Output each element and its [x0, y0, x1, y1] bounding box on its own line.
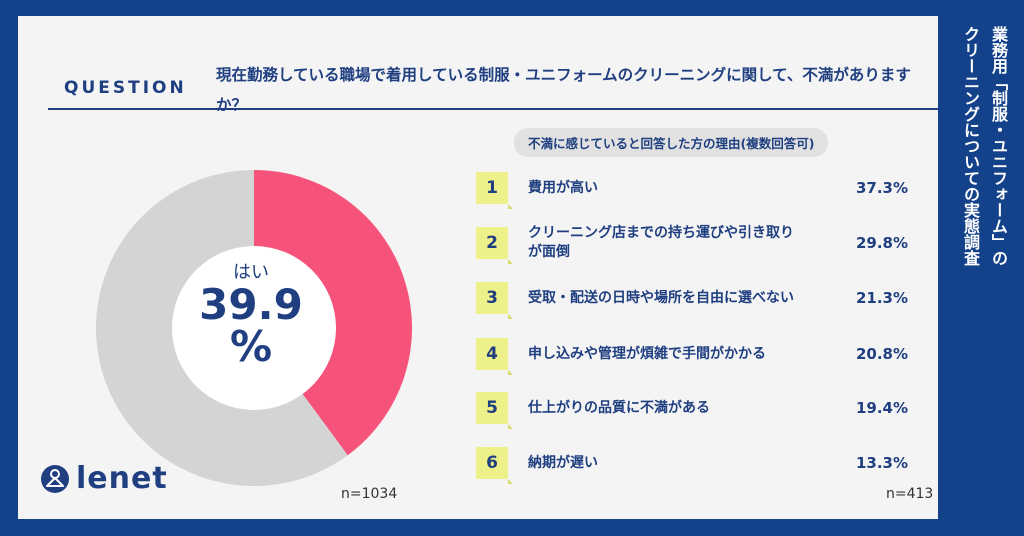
question-text: 現在勤務している職場で着用している制服・ユニフォームのクリーニングに関して、不満…: [216, 66, 911, 114]
reason-label: 納期が遅い: [528, 454, 598, 471]
pie-center-value: 39.9 %: [180, 284, 322, 368]
reason-label: 費用が高い: [528, 179, 598, 196]
pie-chart: [96, 170, 413, 487]
rank-badge: 4: [476, 338, 513, 375]
reason-value: 13.3%: [855, 454, 908, 472]
content-card: QUESTION 現在勤務している職場で着用している制服・ユニフォームのクリーニ…: [18, 16, 938, 519]
reason-row: 3 受取・配送の日時や場所を自由に選べない 21.3%: [476, 278, 908, 319]
rank-badge: 5: [476, 392, 513, 429]
reason-label: 受取・配送の日時や場所を自由に選べない: [528, 289, 794, 306]
rank-badge: 6: [476, 447, 513, 484]
reason-label: 申し込みや管理が煩雑で手間がかかる: [528, 345, 766, 362]
reason-row: 2 クリーニング店までの持ち運びや引き取りが面倒 29.8%: [476, 223, 908, 264]
pie-center-unit: %: [229, 322, 273, 371]
side-title: 業務用「制服・ユニフォーム」の クリーニングについての実態調査: [950, 26, 1012, 516]
reason-value: 29.8%: [855, 234, 908, 252]
reason-value: 19.4%: [855, 399, 908, 417]
side-title-line2: クリーニングについての実態調査: [961, 26, 980, 266]
divider: [48, 108, 938, 110]
reasons-title: 不満に感じていると回答した方の理由(複数回答可): [514, 128, 829, 157]
hanger-person-icon: [41, 464, 69, 493]
reason-value: 37.3%: [855, 179, 908, 197]
rank-badge: 2: [476, 227, 513, 264]
reason-value: 20.8%: [855, 345, 908, 363]
lenet-logo: lenet: [40, 461, 168, 496]
reason-row: 1 費用が高い 37.3%: [476, 168, 908, 209]
pie-center-label: はい: [233, 262, 269, 283]
pie-sample-size: n=1034: [341, 486, 398, 502]
rank-badge: 3: [476, 282, 513, 319]
logo-text: lenet: [76, 461, 168, 496]
reason-row: 6 納期が遅い 13.3%: [476, 443, 908, 484]
pie-center-number: 39.9: [199, 280, 303, 329]
reason-label: クリーニング店までの持ち運びや引き取りが面倒: [528, 225, 794, 260]
reasons-sample-size: n=413: [886, 486, 934, 502]
reason-label: 仕上がりの品質に不満がある: [528, 399, 710, 416]
reason-row: 4 申し込みや管理が煩雑で手間がかかる 20.8%: [476, 334, 908, 375]
rank-badge: 1: [476, 172, 513, 209]
reason-value: 21.3%: [855, 289, 908, 307]
question-label: QUESTION: [64, 78, 187, 98]
reason-row: 5 仕上がりの品質に不満がある 19.4%: [476, 388, 908, 429]
pie-center-hole: [172, 246, 336, 410]
side-title-line1: 業務用「制服・ユニフォーム」の: [989, 26, 1008, 266]
